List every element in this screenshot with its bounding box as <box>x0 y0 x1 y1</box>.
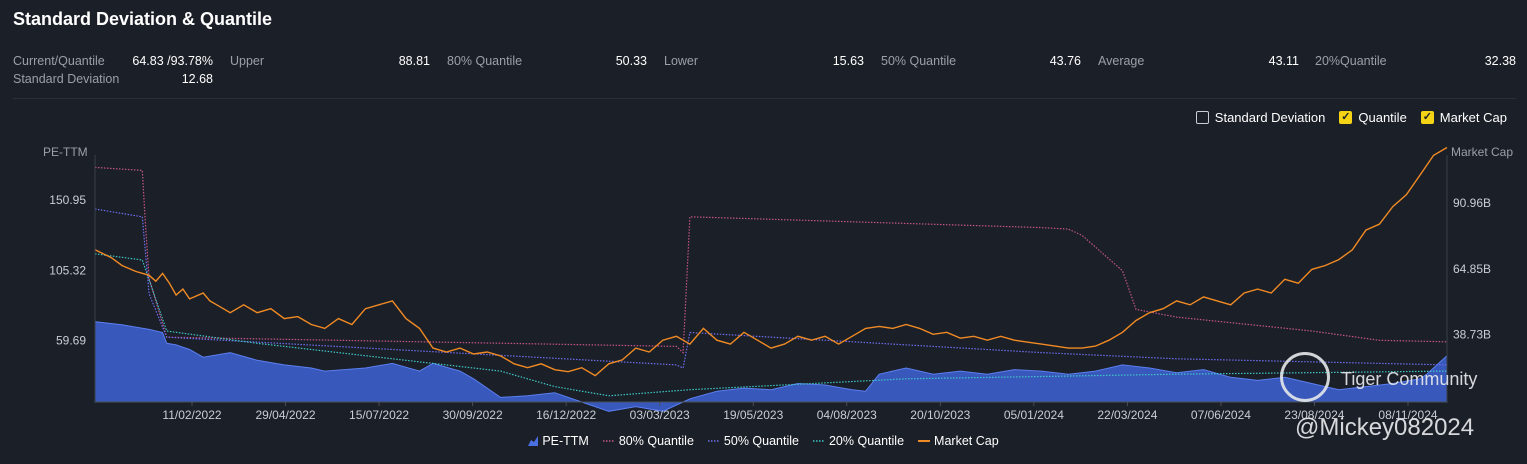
dotted-line-icon <box>812 440 825 442</box>
quantile-line <box>94 208 1448 369</box>
quantile-line <box>94 166 1448 354</box>
line-icon <box>918 440 931 442</box>
y-axis-title: PE-TTM <box>43 145 88 159</box>
legend-item-q80[interactable]: 80% Quantile <box>602 434 694 448</box>
x-tick-label: 16/12/2022 <box>536 408 596 422</box>
x-tick-label: 22/03/2024 <box>1097 408 1157 422</box>
toggle-label: Standard Deviation <box>1214 110 1326 125</box>
legend-item-market-cap[interactable]: Market Cap <box>918 434 999 448</box>
legend-label: 50% Quantile <box>723 434 799 448</box>
toggle-quantile[interactable]: ✓ Quantile <box>1339 110 1407 125</box>
y2-axis-title: Market Cap <box>1451 145 1513 159</box>
legend-item-pe-ttm[interactable]: PE-TTM <box>528 434 589 448</box>
pe-quantile-chart: PE-TTM Market Cap 150.95 105.32 59.69 90.96… <box>43 145 1513 422</box>
stats-panel: Current/Quantile 64.83 /93.78% Upper 88.… <box>13 54 1516 90</box>
stat-label-average: Average <box>1098 54 1145 68</box>
x-tick-label: 20/10/2023 <box>910 408 970 422</box>
x-tick-label: 03/03/2023 <box>630 408 690 422</box>
legend-label: Market Cap <box>934 434 999 448</box>
x-tick-label: 08/11/2024 <box>1378 408 1437 422</box>
page-title: Standard Deviation & Quantile <box>13 9 273 29</box>
quantile-line <box>94 253 1448 397</box>
dotted-line-icon <box>707 440 720 442</box>
legend-item-q20[interactable]: 20% Quantile <box>812 434 905 448</box>
toggle-label: Market Cap <box>1439 110 1507 125</box>
legend-label: PE-TTM <box>542 434 589 448</box>
tiger-logo-icon <box>1280 352 1330 402</box>
stat-value-current: 64.83 /93.78% <box>132 54 213 68</box>
chart-legend: PE-TTM 80% Quantile 50% Quantile 20% Qua… <box>0 434 1527 448</box>
checkbox-quantile[interactable]: ✓ <box>1339 111 1353 124</box>
series-toggles: Standard Deviation ✓ Quantile ✓ Market C… <box>1195 110 1507 125</box>
x-tick-label: 15/07/2022 <box>349 408 409 422</box>
legend-label: 20% Quantile <box>828 434 905 448</box>
market-cap-line <box>94 146 1448 377</box>
stat-value-upper: 88.81 <box>398 54 430 68</box>
stat-value-q50: 43.76 <box>1049 54 1081 68</box>
toggle-standard-deviation[interactable]: Standard Deviation <box>1195 110 1326 125</box>
stat-value-average: 43.11 <box>1268 54 1299 68</box>
stat-value-lower: 15.63 <box>832 54 864 68</box>
area-icon <box>528 436 539 446</box>
legend-item-q50[interactable]: 50% Quantile <box>707 434 799 448</box>
stat-value-q80: 50.33 <box>615 54 647 68</box>
legend-label: 80% Quantile <box>618 434 694 448</box>
y-tick-label: 105.32 <box>49 263 86 277</box>
watermark: Tiger Community @Mickey082024 <box>1278 350 1518 450</box>
y2-tick-label: 64.85B <box>1453 262 1491 276</box>
x-tick-label: 04/08/2023 <box>817 408 877 422</box>
stat-value-q20: 32.38 <box>1484 54 1516 68</box>
x-tick-label: 05/01/2024 <box>1004 408 1064 422</box>
watermark-brand: Tiger Community <box>1341 369 1478 389</box>
checkbox-standard-deviation[interactable] <box>1195 111 1209 124</box>
x-tick-label: 07/06/2024 <box>1191 408 1251 422</box>
y2-tick-label: 38.73B <box>1453 328 1491 342</box>
x-tick-label: 29/04/2022 <box>256 408 316 422</box>
stat-value-stddev: 12.68 <box>181 72 213 86</box>
toggle-market-cap[interactable]: ✓ Market Cap <box>1420 110 1507 125</box>
stat-label-q80: 80% Quantile <box>447 54 523 68</box>
stat-label-lower: Lower <box>664 54 699 68</box>
stat-label-q20: 20%Quantile <box>1315 54 1387 68</box>
watermark-user: @Mickey082024 <box>1295 414 1475 441</box>
x-tick-label: 19/05/2023 <box>723 408 783 422</box>
dotted-line-icon <box>602 440 615 442</box>
y-tick-label: 150.95 <box>49 193 86 207</box>
stat-label-q50: 50% Quantile <box>881 54 957 68</box>
divider <box>13 98 1516 99</box>
x-tick-label: 11/02/2022 <box>162 408 221 422</box>
checkbox-market-cap[interactable]: ✓ <box>1420 111 1434 124</box>
stat-label-stddev: Standard Deviation <box>13 72 120 86</box>
toggle-label: Quantile <box>1358 110 1407 125</box>
y2-tick-label: 90.96B <box>1453 196 1491 210</box>
stat-label-current: Current/Quantile <box>13 54 105 68</box>
x-tick-label: 23/08/2024 <box>1284 408 1344 422</box>
pe-ttm-area <box>94 321 1448 412</box>
y-tick-label: 59.69 <box>56 334 86 348</box>
x-tick-label: 30/09/2022 <box>443 408 503 422</box>
stat-label-upper: Upper <box>230 54 265 68</box>
